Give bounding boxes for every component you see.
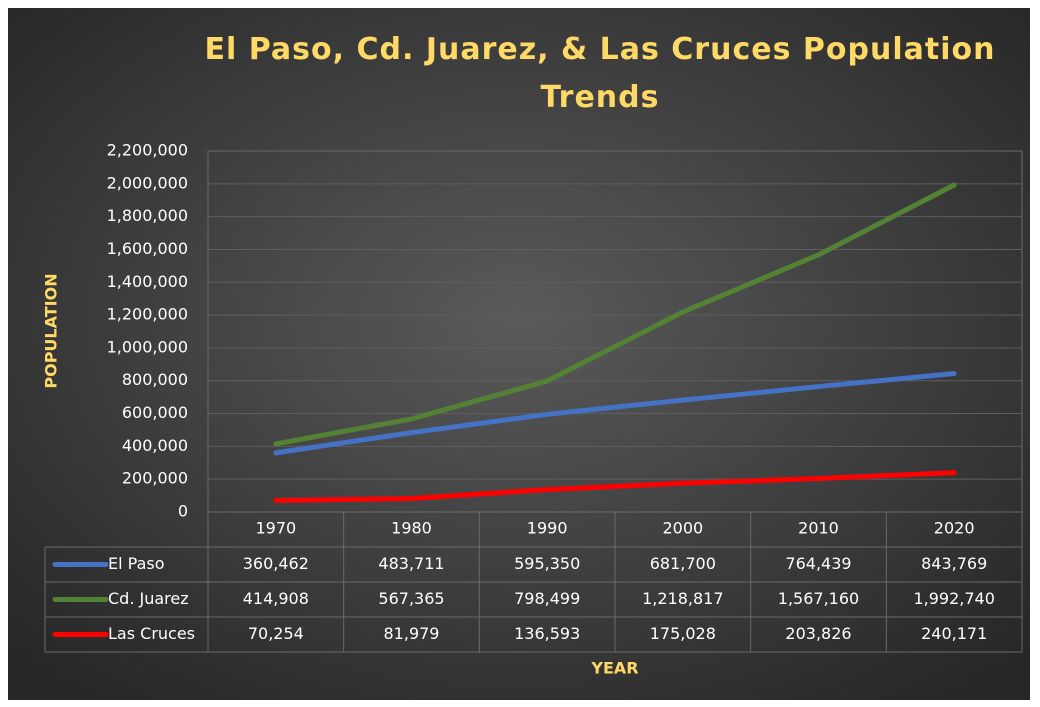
table-value: 1,992,740 <box>913 589 994 608</box>
x-tick-label: 1970 <box>255 519 296 538</box>
y-tick-label: 1,800,000 <box>107 206 188 225</box>
table-value: 70,254 <box>248 624 304 643</box>
table-value: 136,593 <box>514 624 580 643</box>
series-line <box>273 470 957 503</box>
y-tick-label: 0 <box>178 502 188 521</box>
series-line <box>273 182 957 447</box>
table-value: 798,499 <box>514 589 580 608</box>
y-tick-label: 1,400,000 <box>107 272 188 291</box>
x-axis-title: YEAR <box>590 659 638 678</box>
y-tick-label: 1,000,000 <box>107 337 188 356</box>
table-value: 1,567,160 <box>778 589 859 608</box>
table-value: 240,171 <box>921 624 987 643</box>
x-tick-label: 2000 <box>662 519 703 538</box>
table-value: 360,462 <box>243 554 309 573</box>
legend-label: Cd. Juarez <box>108 589 189 608</box>
table-value: 175,028 <box>650 624 716 643</box>
series-line <box>273 371 957 456</box>
table-value: 203,826 <box>785 624 851 643</box>
legend-label: Las Cruces <box>108 624 195 643</box>
table-value: 483,711 <box>378 554 444 573</box>
y-tick-label: 1,600,000 <box>107 239 188 258</box>
table-value: 595,350 <box>514 554 580 573</box>
x-tick-label: 1980 <box>391 519 432 538</box>
chart-background <box>8 8 1030 700</box>
table-value: 81,979 <box>384 624 440 643</box>
y-tick-label: 400,000 <box>122 436 188 455</box>
y-tick-label: 600,000 <box>122 403 188 422</box>
table-value: 681,700 <box>650 554 716 573</box>
table-value: 414,908 <box>243 589 309 608</box>
y-tick-label: 800,000 <box>122 370 188 389</box>
y-tick-label: 2,000,000 <box>107 173 188 192</box>
table-value: 567,365 <box>378 589 444 608</box>
y-tick-label: 200,000 <box>122 469 188 488</box>
x-tick-label: 2010 <box>798 519 839 538</box>
y-axis-title: POPULATION <box>42 273 61 388</box>
y-tick-label: 2,200,000 <box>107 141 188 160</box>
legend-label: El Paso <box>108 554 165 573</box>
y-tick-label: 1,200,000 <box>107 305 188 324</box>
x-tick-label: 2020 <box>934 519 975 538</box>
x-tick-label: 1990 <box>527 519 568 538</box>
chart-title: El Paso, Cd. Juarez, & Las Cruces Popula… <box>204 32 996 115</box>
table-value: 764,439 <box>785 554 851 573</box>
table-value: 1,218,817 <box>642 589 723 608</box>
table-value: 843,769 <box>921 554 987 573</box>
